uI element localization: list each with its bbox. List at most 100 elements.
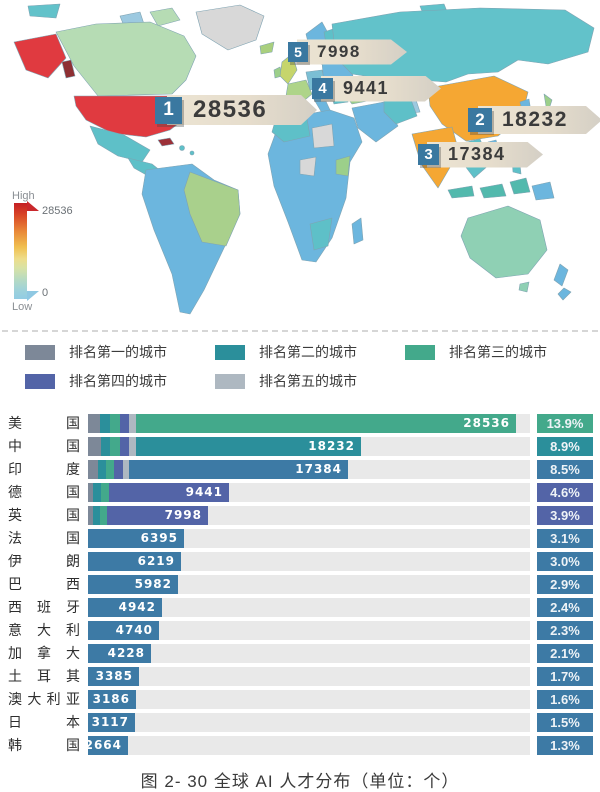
country-bar <box>88 667 139 686</box>
callout-rank-badge: 5 <box>288 42 308 62</box>
country-label: 巴西 <box>8 576 80 592</box>
country-bar <box>109 483 229 502</box>
city-rank-segment <box>123 460 129 479</box>
map-oceania <box>447 177 572 301</box>
chart-row: 伊朗 6219 3.0% <box>8 552 600 571</box>
map-color-scale: High 28536 0 Low <box>10 190 80 313</box>
legend-swatch-rank5 <box>215 373 245 389</box>
callout-rank-badge: 2 <box>468 108 492 132</box>
city-rank-segment <box>120 437 129 456</box>
ai-talent-bar-chart: 美国 28536 13.9% 中国 18232 8.9% 印度 17384 8.5% 德国 9441… <box>0 406 600 755</box>
country-bar <box>88 598 162 617</box>
bar-fill: 3186 <box>88 690 136 709</box>
chart-row: 澳大利亚 3186 1.6% <box>8 690 600 709</box>
city-rank-segment <box>110 437 120 456</box>
legend-label-rank4: 排名第四的城市 <box>69 373 167 389</box>
bar-fill: 3385 <box>88 667 139 686</box>
world-map-svg <box>13 3 595 315</box>
map-africa <box>267 109 364 263</box>
bar-track: 5982 <box>88 575 530 594</box>
country-label: 伊朗 <box>8 553 80 569</box>
bar-value-label: 6395 <box>140 531 178 545</box>
bar-value-label: 7998 <box>164 508 202 522</box>
bar-track: 3117 <box>88 713 530 732</box>
country-bar <box>88 575 178 594</box>
bar-value-label: 2664 <box>84 738 122 752</box>
chart-row: 韩国 2664 1.3% <box>8 736 600 755</box>
country-label: 英国 <box>8 507 80 523</box>
legend-swatch-rank2 <box>215 344 245 360</box>
legend-item-rank1: 排名第一的城市 <box>25 342 215 362</box>
country-bar <box>88 552 181 571</box>
country-label: 日本 <box>8 714 80 730</box>
color-scale-max-marker <box>27 201 39 211</box>
dashed-divider <box>2 330 598 332</box>
callout-ribbon <box>427 142 543 168</box>
chart-row: 日本 3117 1.5% <box>8 713 600 732</box>
city-rank-segment <box>88 460 98 479</box>
country-bar <box>107 506 208 525</box>
city-rank-segment <box>88 506 93 525</box>
country-label: 土耳其 <box>8 668 80 684</box>
percent-badge: 2.3% <box>537 621 593 640</box>
legend-label-rank1: 排名第一的城市 <box>69 344 167 360</box>
bar-fill: 6219 <box>88 552 181 571</box>
legend-swatch-rank4 <box>25 373 55 389</box>
bar-value-label: 4740 <box>115 623 153 637</box>
map-greenland <box>195 4 265 51</box>
percent-badge: 13.9% <box>537 414 593 433</box>
map-callout-rank1: 1 28536 <box>155 96 267 124</box>
color-scale-max-value: 28536 <box>42 205 73 217</box>
chart-row: 中国 18232 8.9% <box>8 437 600 456</box>
city-rank-segment <box>114 460 123 479</box>
chart-row: 美国 28536 13.9% <box>8 414 600 433</box>
country-label: 法国 <box>8 530 80 546</box>
callout-value: 9441 <box>343 78 390 98</box>
map-callout-rank4: 4 9441 <box>312 78 389 99</box>
bar-value-label: 4942 <box>118 600 156 614</box>
bar-fill: 3117 <box>88 713 135 732</box>
bar-track: 2664 <box>84 736 530 755</box>
percent-badge: 2.9% <box>537 575 593 594</box>
city-rank-segment <box>129 437 136 456</box>
bar-fill: 17384 <box>88 460 348 479</box>
country-label: 印度 <box>8 461 80 477</box>
city-rank-segment <box>110 414 120 433</box>
country-bar <box>136 437 361 456</box>
city-rank-segment <box>120 414 129 433</box>
map-middle-east <box>343 89 418 143</box>
city-rank-segment <box>93 506 100 525</box>
color-scale-min-value: 0 <box>42 287 49 299</box>
map-south-america <box>141 163 241 315</box>
map-north-america <box>13 21 197 178</box>
city-rank-segment <box>100 506 107 525</box>
callout-value: 28536 <box>193 96 268 123</box>
bar-value-label: 3117 <box>91 715 129 729</box>
chart-row: 印度 17384 8.5% <box>8 460 600 479</box>
country-bar <box>88 621 159 640</box>
callout-rank-badge: 4 <box>312 78 333 99</box>
city-rank-segment <box>88 414 100 433</box>
bar-value-label: 17384 <box>295 462 342 476</box>
city-rank-segment <box>101 437 110 456</box>
bar-track: 7998 <box>88 506 530 525</box>
callout-rank-badge: 3 <box>418 144 439 165</box>
percent-badge: 2.1% <box>537 644 593 663</box>
percent-badge: 8.5% <box>537 460 593 479</box>
legend-item-rank2: 排名第二的城市 <box>215 342 405 362</box>
bar-track: 4228 <box>88 644 530 663</box>
city-rank-segment <box>88 483 93 502</box>
legend-swatch-rank3 <box>405 344 435 360</box>
city-rank-segment <box>129 414 136 433</box>
bar-fill: 9441 <box>88 483 229 502</box>
callout-value: 7998 <box>317 42 361 61</box>
bar-value-label: 18232 <box>308 439 355 453</box>
chart-row: 意大利 4740 2.3% <box>8 621 600 640</box>
bar-track: 3186 <box>88 690 530 709</box>
country-bar <box>88 713 135 732</box>
city-rank-segment <box>98 460 106 479</box>
map-callout-rank3: 3 17384 <box>418 144 506 165</box>
bar-fill: 2664 <box>84 736 128 755</box>
bar-fill: 7998 <box>88 506 208 525</box>
bar-fill: 4942 <box>88 598 162 617</box>
